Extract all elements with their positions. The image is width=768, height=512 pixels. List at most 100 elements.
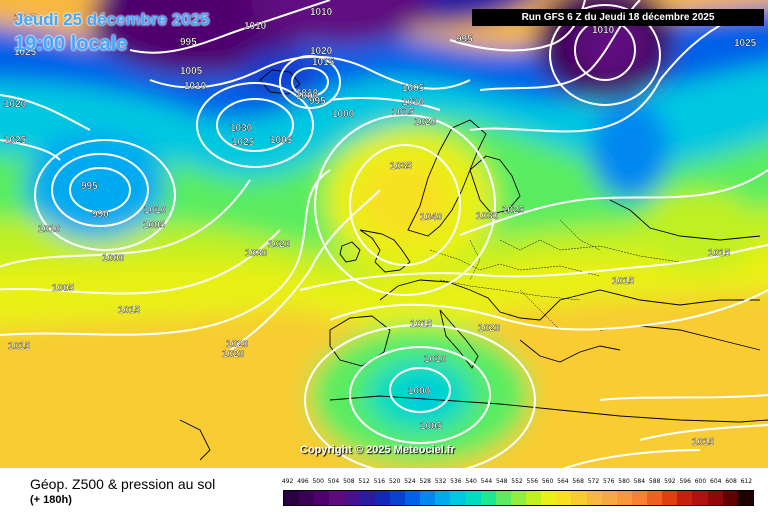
isobar-label: 1015	[692, 437, 715, 448]
scale-swatch	[420, 491, 436, 505]
isobar-label: 1000	[102, 253, 125, 264]
isobar-label: 1010	[310, 7, 333, 18]
isobar-label: 1005	[402, 83, 425, 94]
coastlines	[179, 69, 768, 461]
scale-label: 596	[679, 478, 691, 485]
isobar-label: 1020	[478, 323, 501, 334]
isobar-label: 1010	[402, 97, 425, 108]
scale-label: 512	[358, 478, 370, 485]
scale-swatch	[677, 491, 693, 505]
scale-label: 492	[281, 478, 294, 485]
scale-swatch	[556, 491, 572, 505]
isobar-label: 1030	[476, 211, 499, 222]
forecast-date: Jeudi 25 décembre 2025	[14, 10, 210, 29]
scale-label: 540	[465, 478, 477, 485]
scale-label: 560	[541, 478, 554, 485]
isobar-lines	[0, 0, 768, 468]
scale-swatch	[314, 491, 330, 505]
isobar-label: 1020	[414, 117, 437, 128]
scale-label: 524	[404, 478, 416, 485]
isobar-label: 1005	[420, 421, 443, 432]
isobar-label: 995	[81, 181, 98, 192]
scale-swatch	[586, 491, 602, 505]
scale-swatch	[405, 491, 421, 505]
isobar-label: 1035	[390, 161, 413, 172]
scale-label: 548	[495, 478, 508, 485]
isobar-label: 1030	[245, 248, 268, 259]
scale-label: 544	[480, 478, 493, 485]
isobar-label: 995	[456, 34, 473, 45]
isobar-label: 1015	[118, 305, 141, 316]
scale-swatch	[526, 491, 542, 505]
scale-label: 556	[526, 478, 539, 485]
isobar-label: 995	[309, 96, 326, 107]
scale-swatch	[722, 491, 738, 505]
isobar-label: 1015	[410, 319, 433, 330]
scale-swatch	[299, 491, 315, 505]
legend-title: Géop. Z500 & pression au sol	[30, 476, 216, 492]
scale-label: 588	[648, 478, 661, 485]
scale-swatch	[707, 491, 723, 505]
isobar-label: 1000	[408, 386, 431, 397]
isobar-label: 1040	[420, 212, 443, 223]
scale-label: 592	[664, 478, 676, 485]
isobar-label: 1010	[144, 205, 167, 216]
scale-swatch	[480, 491, 496, 505]
isobar-label: 995	[180, 37, 197, 48]
scale-label: 520	[388, 478, 401, 485]
scale-label: 612	[740, 478, 753, 485]
scale-label: 528	[419, 478, 431, 485]
scale-label: 504	[327, 478, 340, 485]
scale-label: 580	[618, 478, 630, 485]
scale-label: 584	[633, 478, 646, 485]
legend-subtitle: (+ 180h)	[30, 494, 72, 506]
scale-swatch	[737, 491, 753, 505]
isobar-label: 1010	[592, 25, 615, 36]
scale-swatch	[389, 491, 405, 505]
scale-swatch	[616, 491, 632, 505]
scale-label: 496	[297, 478, 309, 485]
isobar-label: 1025	[4, 135, 27, 146]
scale-label: 500	[312, 478, 324, 485]
scale-label: 604	[710, 478, 722, 485]
isobar-label: 1025	[502, 205, 525, 216]
isobar-label: 1015	[312, 57, 335, 68]
isobar-label: 1015	[392, 107, 415, 118]
isobar-label: 1005	[270, 135, 293, 146]
isobar-label: 1005	[143, 220, 166, 231]
isobar-label: 1025	[734, 38, 757, 49]
isobar-label: 1015	[8, 341, 31, 352]
scale-swatch	[662, 491, 678, 505]
isobar-label: 1030	[230, 123, 253, 134]
scale-swatch	[465, 491, 481, 505]
scale-swatch	[495, 491, 511, 505]
isobar-label: 1020	[4, 99, 27, 110]
scale-swatch	[692, 491, 708, 505]
isobar-label: 1015	[612, 276, 635, 287]
scale-label: 572	[587, 478, 600, 485]
scale-label: 552	[511, 478, 523, 485]
isobar-label: 1020	[222, 349, 245, 360]
isobar-label: 1025	[14, 47, 37, 58]
scale-label: 568	[572, 478, 584, 485]
scale-swatch	[329, 491, 345, 505]
color-scale-labels: 492 496 500 504 508 512 516 520 524 528 532 536 540 5…	[280, 478, 754, 488]
country-borders	[429, 219, 681, 331]
scale-label: 564	[557, 478, 569, 485]
isobar-label: 1000	[296, 91, 319, 102]
isobar-labels: 1025995101010101005101010201015101010009…	[4, 7, 757, 448]
scale-label: 576	[603, 478, 615, 485]
scale-swatch	[647, 491, 663, 505]
scale-swatch	[571, 491, 587, 505]
isobar-label: 1020	[268, 239, 291, 250]
scale-swatch	[374, 491, 390, 505]
isobar-label: 1010	[296, 88, 319, 99]
scale-swatch	[284, 491, 300, 505]
geopotential-map: 1025995101010101005101010201015101010009…	[0, 0, 768, 468]
isobar-label: 990	[92, 209, 109, 220]
color-scale-bar	[283, 490, 754, 506]
isobar-label: 1005	[52, 283, 75, 294]
scale-label: 608	[725, 478, 737, 485]
scale-label: 516	[373, 478, 386, 485]
